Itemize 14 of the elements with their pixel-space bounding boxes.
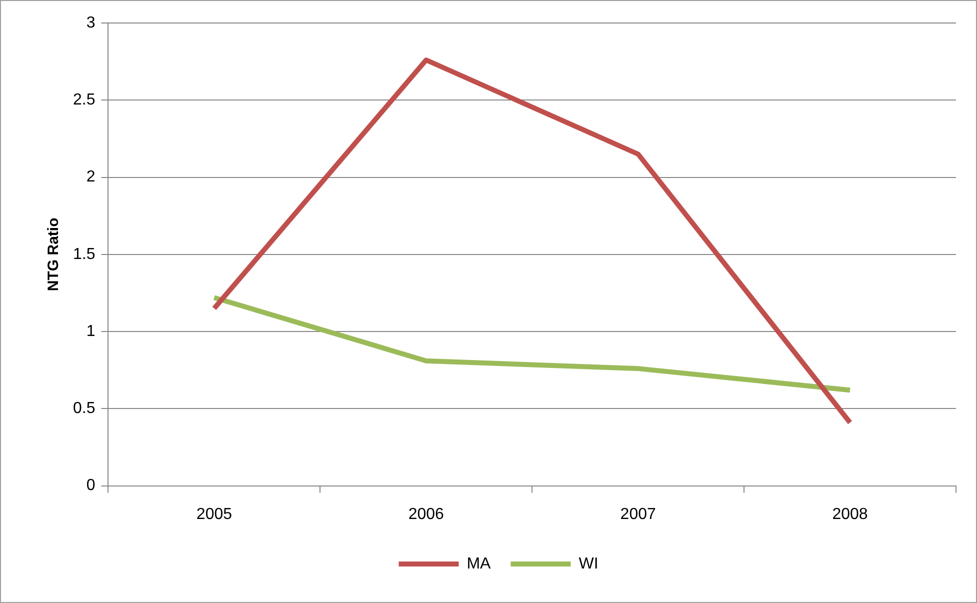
y-tick-label: 0 [86,477,96,494]
y-axis-title: NTG Ratio [45,218,62,292]
legend-label: MA [466,555,492,572]
legend-label: WI [578,555,598,572]
x-tick-label: 2008 [832,506,868,523]
y-tick-label: 0.5 [72,400,96,418]
x-tick-label: 2006 [408,506,444,523]
y-tick-label: 1 [86,322,96,340]
y-tick-label: 3 [86,14,96,32]
x-tick-label: 2005 [196,506,232,523]
y-tick-label: 1.5 [72,246,96,263]
x-tick-label: 2007 [620,506,656,523]
y-tick-label: 2 [86,168,96,186]
y-tick-label: 2.5 [72,92,96,109]
